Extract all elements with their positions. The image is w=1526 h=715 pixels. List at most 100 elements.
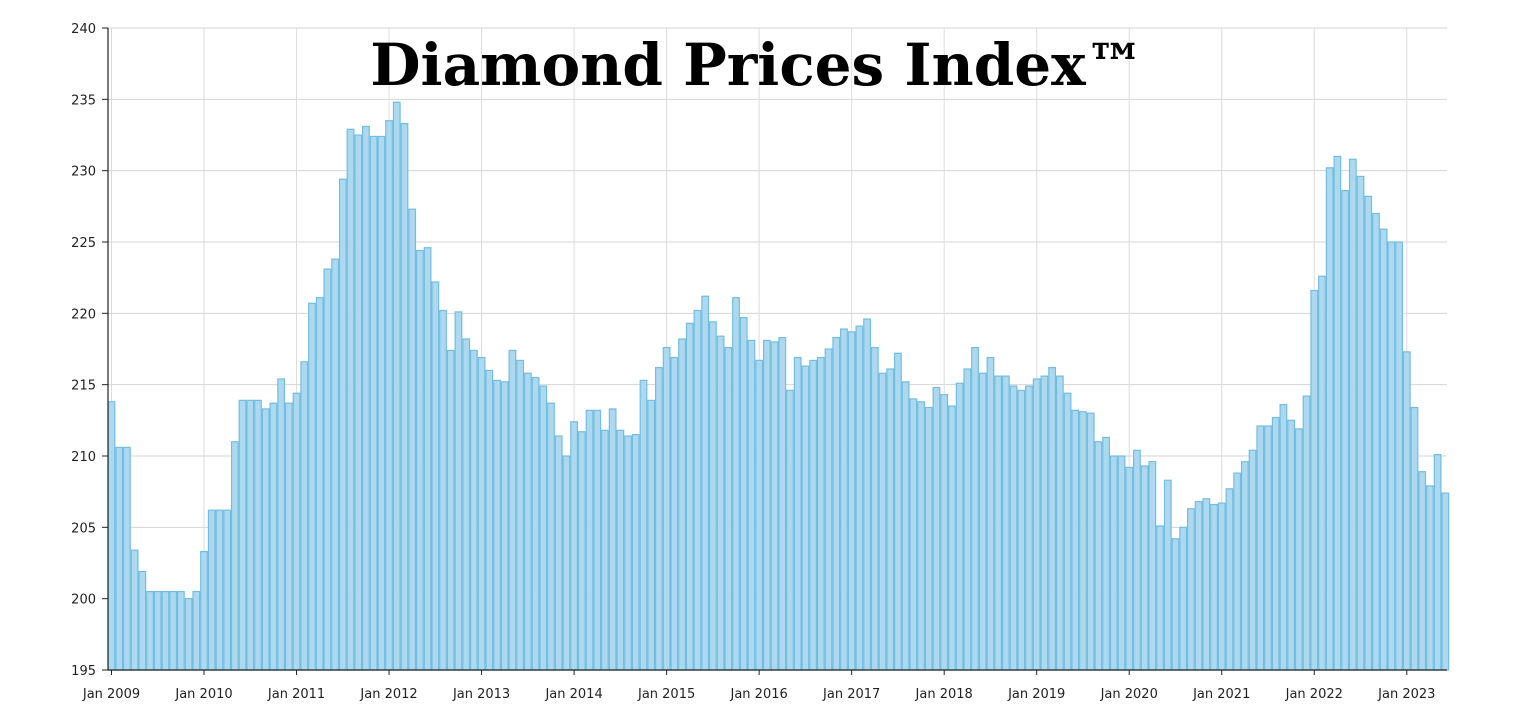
bar xyxy=(123,446,131,671)
bar xyxy=(924,406,933,671)
bar xyxy=(416,249,424,671)
bar xyxy=(146,590,154,671)
x-tick-label: Jan 2021 xyxy=(1192,687,1250,702)
bar xyxy=(500,381,509,671)
bar xyxy=(1040,375,1049,671)
bar xyxy=(608,408,617,671)
bar xyxy=(508,349,517,671)
bar xyxy=(1356,175,1365,671)
bar xyxy=(1156,525,1164,671)
bar xyxy=(1433,453,1442,671)
bar xyxy=(1102,436,1110,671)
x-tick-label: Jan 2023 xyxy=(1377,687,1435,702)
bar xyxy=(477,356,486,671)
bar xyxy=(369,135,378,671)
bar xyxy=(1217,502,1226,671)
bar xyxy=(1302,395,1311,671)
bar xyxy=(1225,488,1234,671)
bar xyxy=(724,346,733,671)
bar xyxy=(493,379,501,671)
bar xyxy=(223,509,232,671)
bar xyxy=(1310,289,1319,671)
bar xyxy=(1240,461,1249,671)
bar xyxy=(770,341,779,671)
bar xyxy=(277,378,286,671)
bar xyxy=(716,335,725,671)
x-tick-label: Jan 2009 xyxy=(82,687,140,702)
y-tick-label: 205 xyxy=(71,521,96,536)
bars xyxy=(107,101,1450,671)
bar xyxy=(762,339,771,671)
bar xyxy=(454,311,463,671)
bar xyxy=(246,399,255,671)
bar xyxy=(469,349,478,671)
bar xyxy=(1264,425,1272,671)
y-tick-label: 225 xyxy=(71,236,96,251)
bar xyxy=(570,421,578,671)
bar xyxy=(1441,492,1450,671)
bar xyxy=(1163,479,1172,671)
bar xyxy=(1117,455,1126,671)
bar xyxy=(354,134,363,671)
bar xyxy=(647,399,656,671)
bar xyxy=(192,590,201,671)
bar xyxy=(662,346,671,671)
bar xyxy=(1032,378,1041,671)
bar xyxy=(184,598,193,671)
bar xyxy=(400,122,409,671)
bar xyxy=(940,394,949,671)
bar xyxy=(485,369,494,671)
y-tick-label: 200 xyxy=(71,593,96,608)
bar xyxy=(947,405,956,671)
bar xyxy=(138,570,147,671)
bar xyxy=(816,356,825,671)
x-tick-label: Jan 2011 xyxy=(267,687,325,702)
bar xyxy=(1202,498,1211,671)
bar xyxy=(176,590,185,671)
bar xyxy=(200,550,208,671)
bar xyxy=(1387,241,1396,671)
bar xyxy=(1233,472,1242,671)
x-tick-label: Jan 2020 xyxy=(1100,687,1158,702)
bar xyxy=(1017,389,1026,671)
bar xyxy=(523,372,532,671)
bar xyxy=(840,328,848,671)
bar xyxy=(554,435,563,671)
bar xyxy=(392,101,401,671)
bar xyxy=(423,247,432,671)
bar xyxy=(308,302,316,671)
bar xyxy=(1148,461,1157,671)
bar xyxy=(207,509,216,671)
bar xyxy=(793,356,802,671)
bar xyxy=(107,401,116,671)
bar xyxy=(1094,441,1103,671)
bar xyxy=(1001,375,1010,671)
bar xyxy=(863,318,871,671)
y-tick-label: 215 xyxy=(71,379,96,394)
bar xyxy=(346,128,355,671)
bar xyxy=(1348,158,1357,671)
bar xyxy=(531,376,540,671)
bar xyxy=(292,392,301,671)
bar xyxy=(230,441,239,671)
x-tick-label: Jan 2012 xyxy=(359,687,417,702)
x-tick-label: Jan 2014 xyxy=(544,687,602,702)
x-tick-label: Jan 2017 xyxy=(822,687,880,702)
bar xyxy=(978,372,987,671)
bar xyxy=(755,359,764,671)
bar xyxy=(1086,412,1095,671)
bar xyxy=(1140,465,1149,671)
bar xyxy=(1186,508,1195,671)
bar xyxy=(439,309,447,671)
bar xyxy=(1410,406,1419,671)
bar xyxy=(315,297,324,671)
bar xyxy=(639,379,648,671)
bar xyxy=(1287,419,1296,671)
bar xyxy=(547,402,555,671)
bar xyxy=(300,361,309,671)
bar xyxy=(169,590,178,671)
bar xyxy=(894,352,902,671)
bar xyxy=(1402,351,1411,671)
bar xyxy=(1109,455,1118,671)
bar xyxy=(323,268,332,671)
